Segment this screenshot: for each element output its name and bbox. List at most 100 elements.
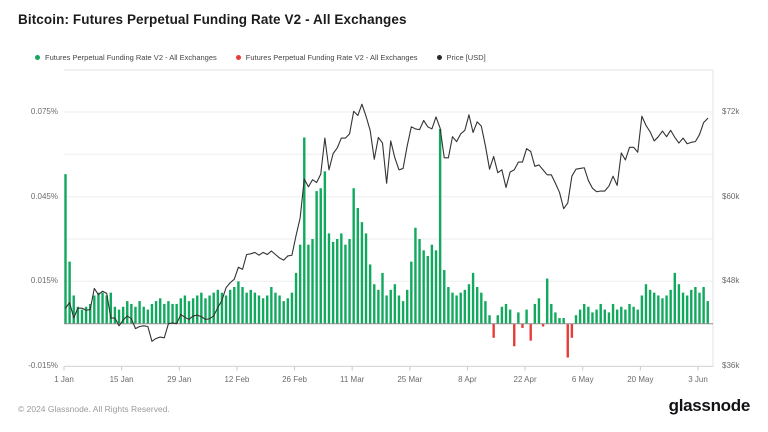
funding-rate-bar bbox=[438, 128, 442, 324]
funding-rate-bar bbox=[484, 301, 487, 324]
funding-rate-bar bbox=[620, 306, 623, 324]
funding-rate-bar bbox=[327, 233, 331, 324]
funding-rate-bar bbox=[356, 208, 359, 324]
funding-rate-bar bbox=[599, 303, 602, 324]
y-axis-right-tick-label: $36k bbox=[722, 361, 740, 371]
funding-rate-bar bbox=[583, 303, 586, 324]
funding-rate-bar bbox=[138, 301, 141, 324]
funding-rate-bar bbox=[595, 309, 598, 324]
legend-item-price: Price [USD] bbox=[436, 53, 486, 62]
funding-rate-bar bbox=[179, 298, 182, 324]
funding-rate-bar bbox=[368, 264, 372, 324]
funding-rate-bar bbox=[406, 289, 409, 324]
copyright-text: © 2024 Glassnode. All Rights Reserved. bbox=[18, 404, 170, 414]
funding-rate-bar bbox=[661, 298, 664, 324]
green-dot-icon bbox=[35, 55, 40, 60]
funding-rate-bar bbox=[640, 295, 644, 324]
funding-rate-bar bbox=[410, 261, 413, 324]
funding-rate-bar bbox=[488, 315, 491, 324]
funding-rate-bar bbox=[669, 289, 672, 324]
funding-rate-bar bbox=[158, 298, 162, 324]
funding-rate-bar bbox=[447, 287, 450, 324]
funding-rate-bar bbox=[130, 303, 133, 324]
y-axis-right-tick-label: $72k bbox=[722, 107, 740, 116]
funding-rate-bar bbox=[64, 174, 67, 324]
funding-rate-bar bbox=[373, 284, 376, 324]
legend-item-funding-positive: Futures Perpetual Funding Rate V2 - All … bbox=[35, 53, 217, 62]
funding-rate-bar bbox=[126, 301, 129, 324]
funding-rate-bar bbox=[282, 301, 285, 324]
funding-rate-bar bbox=[636, 309, 639, 324]
funding-rate-bar bbox=[113, 306, 117, 324]
funding-rate-bar bbox=[702, 287, 705, 324]
funding-rate-bar bbox=[706, 301, 709, 324]
funding-rate-bar bbox=[196, 295, 199, 324]
funding-rate-bar bbox=[97, 292, 100, 324]
funding-rate-bar bbox=[154, 301, 158, 324]
funding-rate-bar bbox=[290, 292, 294, 324]
y-axis-left-tick-label: 0.015% bbox=[30, 276, 58, 286]
funding-rate-bar bbox=[492, 323, 495, 338]
funding-rate-bar bbox=[68, 261, 71, 324]
funding-rate-bar bbox=[204, 298, 207, 324]
funding-rate-bar bbox=[274, 292, 277, 324]
funding-rate-bar bbox=[533, 303, 537, 324]
funding-rate-bar bbox=[422, 250, 425, 324]
funding-rate-bar bbox=[278, 295, 281, 324]
funding-rate-bar bbox=[208, 295, 211, 324]
funding-rate-bar bbox=[146, 309, 150, 324]
funding-rate-bar bbox=[228, 289, 232, 324]
funding-rate-bar bbox=[187, 301, 191, 324]
funding-rate-bar bbox=[220, 292, 224, 324]
funding-rate-bar bbox=[80, 309, 84, 324]
funding-rate-bar bbox=[401, 301, 405, 324]
x-axis-tick-label: 22 Apr bbox=[513, 375, 537, 384]
funding-rate-bar bbox=[694, 287, 697, 324]
funding-rate-bar bbox=[298, 244, 302, 324]
funding-rate-bar bbox=[315, 191, 318, 324]
funding-rate-bar bbox=[89, 303, 92, 324]
funding-rate-bar bbox=[294, 272, 298, 324]
funding-rate-bar bbox=[348, 239, 351, 324]
funding-rate-bar bbox=[261, 298, 265, 324]
funding-rate-bar bbox=[360, 222, 364, 324]
funding-rate-bar bbox=[418, 239, 421, 324]
funding-rate-bar bbox=[344, 244, 347, 324]
funding-rate-bar bbox=[76, 306, 80, 324]
funding-rate-bar bbox=[587, 306, 590, 324]
funding-rate-bar bbox=[253, 292, 257, 324]
funding-rate-bar bbox=[381, 272, 384, 324]
funding-rate-bar bbox=[163, 303, 166, 324]
x-axis-tick-label: 3 Jun bbox=[688, 375, 708, 384]
funding-rate-bar bbox=[134, 306, 137, 324]
funding-rate-bar bbox=[513, 323, 516, 347]
x-axis-tick-label: 20 May bbox=[627, 375, 654, 384]
funding-rate-bar bbox=[451, 292, 454, 324]
funding-rate-bar bbox=[628, 303, 631, 324]
funding-rate-bar bbox=[257, 295, 261, 324]
funding-rate-bar bbox=[521, 323, 524, 328]
x-axis-tick-label: 12 Feb bbox=[224, 375, 250, 384]
funding-rate-bar bbox=[615, 309, 619, 324]
legend: Futures Perpetual Funding Rate V2 - All … bbox=[35, 53, 486, 62]
x-axis-tick-label: 1 Jan bbox=[54, 375, 74, 384]
y-axis-right-tick-label: $48k bbox=[722, 276, 740, 286]
funding-rate-bar bbox=[459, 292, 462, 324]
y-axis-left-tick-label: 0.045% bbox=[30, 191, 58, 201]
funding-rate-bar bbox=[171, 303, 174, 324]
chart-title: Bitcoin: Futures Perpetual Funding Rate … bbox=[18, 12, 407, 27]
legend-item-label: Futures Perpetual Funding Rate V2 - All … bbox=[45, 53, 217, 62]
funding-rate-bar bbox=[554, 312, 557, 324]
funding-rate-bar bbox=[183, 295, 187, 324]
funding-rate-bar bbox=[665, 295, 668, 324]
funding-rate-bar bbox=[393, 284, 397, 324]
funding-rate-bar bbox=[525, 309, 528, 324]
red-dot-icon bbox=[235, 55, 241, 60]
funding-rate-bar bbox=[591, 312, 594, 324]
funding-rate-bar bbox=[175, 303, 178, 324]
funding-rate-bar bbox=[121, 306, 125, 324]
funding-rate-bar bbox=[657, 295, 660, 324]
funding-rate-bar bbox=[307, 244, 310, 324]
funding-rate-bar bbox=[200, 292, 203, 324]
funding-rate-bar bbox=[562, 318, 565, 324]
